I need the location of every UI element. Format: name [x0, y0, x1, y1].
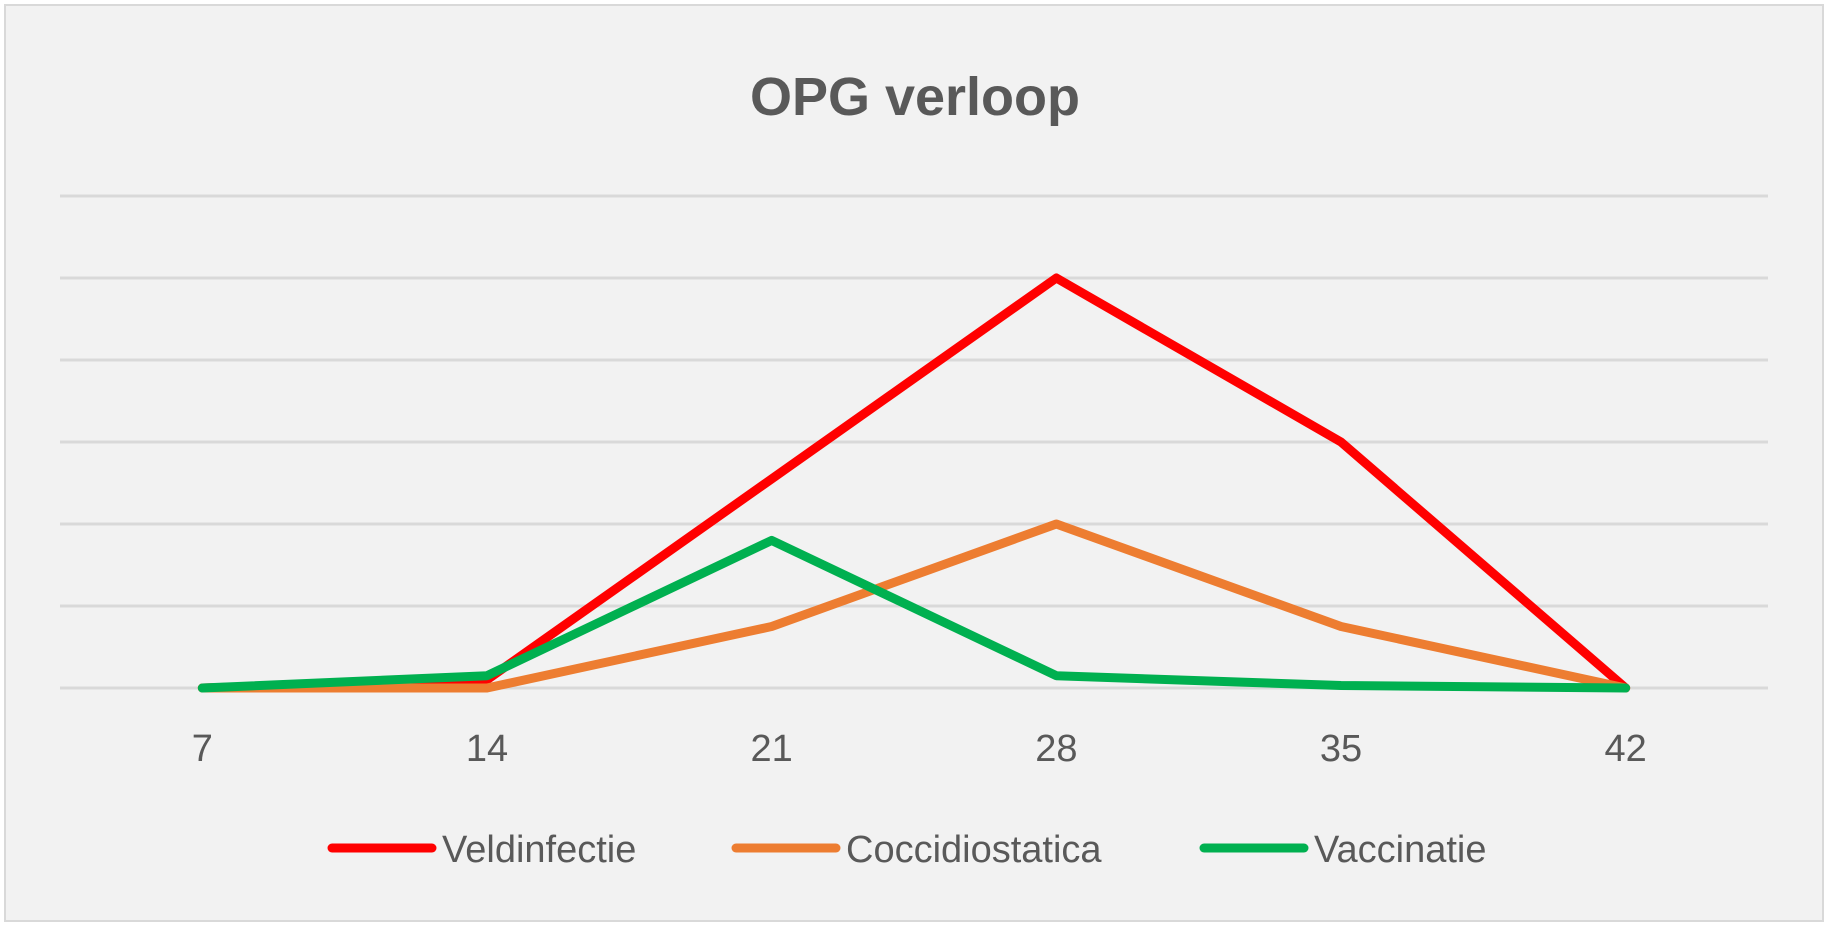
legend-label: Veldinfectie: [442, 829, 636, 871]
x-axis-ticks: 7 14 21 28 35 42: [192, 728, 1647, 770]
series-lines: [197, 273, 1631, 693]
x-tick-label: 21: [751, 728, 793, 770]
gridlines: [60, 194, 1768, 690]
legend-label: Vaccinatie: [1314, 829, 1487, 871]
series-line-coccidiostatica: [197, 519, 1631, 693]
series-line-vaccinatie: [197, 535, 1631, 693]
chart-title: OPG verloop: [750, 67, 1080, 127]
x-tick-label: 42: [1605, 728, 1647, 770]
legend: Veldinfectie Coccidiostatica Vaccinatie: [327, 829, 1487, 871]
x-tick-label: 35: [1320, 728, 1362, 770]
x-tick-label: 14: [466, 728, 508, 770]
chart-area: [4, 4, 1824, 922]
legend-label: Coccidiostatica: [846, 829, 1102, 871]
x-tick-label: 28: [1035, 728, 1077, 770]
x-tick-label: 7: [192, 728, 213, 770]
series-line-veldinfectie: [197, 273, 1631, 693]
